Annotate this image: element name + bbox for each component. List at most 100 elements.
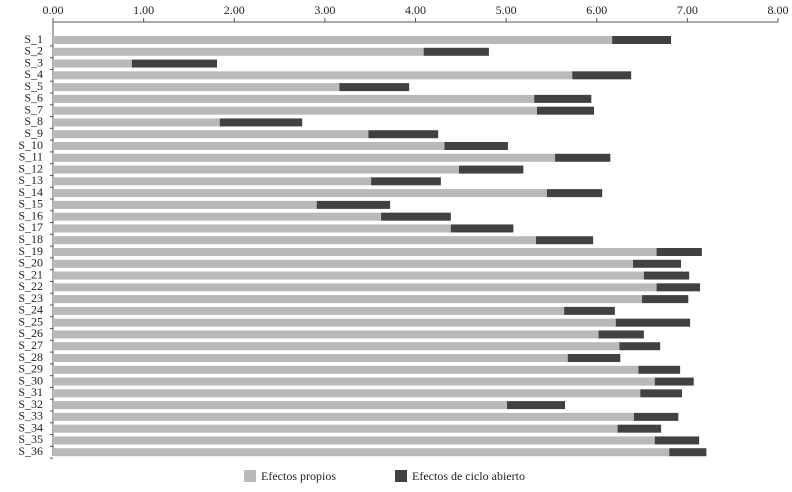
y-tick-label: S_17 — [18, 220, 43, 234]
y-tick-label: S_18 — [18, 232, 43, 246]
bar — [444, 142, 508, 150]
bar — [53, 389, 641, 398]
y-tick-label: S_20 — [18, 256, 43, 270]
x-tick-label: 8.00 — [768, 3, 789, 17]
bar — [53, 189, 547, 198]
y-tick-label: S_25 — [18, 314, 43, 328]
y-tick-label: S_16 — [18, 208, 43, 222]
x-tick-label: 0.00 — [43, 3, 64, 17]
bar — [615, 318, 691, 327]
bar — [638, 365, 681, 374]
bar — [53, 248, 657, 256]
bar — [459, 165, 524, 174]
bar — [53, 259, 633, 268]
bar — [53, 165, 459, 174]
y-tick-label: S_9 — [24, 126, 43, 140]
x-tick-label: 5.00 — [496, 3, 517, 17]
y-tick-label: S_11 — [19, 150, 43, 164]
bar — [53, 130, 369, 139]
y-tick-label: S_36 — [18, 444, 43, 458]
bar — [381, 212, 451, 221]
y-tick-label: S_4 — [24, 67, 43, 81]
x-tick-label: 7.00 — [677, 3, 698, 17]
y-tick-label: S_10 — [18, 138, 43, 152]
bar — [53, 436, 655, 445]
y-tick-label: S_23 — [18, 291, 43, 305]
bar — [53, 412, 634, 421]
bar — [546, 189, 603, 198]
legend-swatch — [244, 470, 256, 482]
bar — [53, 330, 599, 339]
legend-label: Efectos de ciclo abierto — [412, 469, 525, 483]
y-tick-label: S_22 — [18, 279, 43, 293]
bar — [536, 106, 595, 115]
bar — [564, 306, 615, 315]
bar — [619, 342, 661, 351]
bar — [53, 118, 220, 127]
bar — [643, 271, 690, 280]
y-tick-label: S_1 — [24, 32, 43, 46]
bar — [316, 200, 391, 209]
bar — [53, 177, 372, 186]
legend-swatch — [395, 470, 407, 482]
bar — [53, 448, 670, 457]
bar — [53, 224, 451, 233]
bar — [53, 424, 618, 433]
bar — [53, 295, 643, 304]
bar — [53, 83, 340, 92]
bar — [339, 83, 410, 92]
bar — [656, 283, 701, 292]
bar — [53, 365, 639, 374]
x-tick-label: 2.00 — [224, 3, 245, 17]
y-tick-label: S_27 — [18, 338, 43, 352]
y-tick-label: S_33 — [18, 409, 43, 423]
bar — [53, 271, 644, 280]
bar — [423, 47, 489, 56]
legend-label: Efectos propios — [261, 469, 336, 483]
bar — [219, 118, 303, 127]
bar — [53, 71, 573, 80]
y-tick-label: S_26 — [18, 326, 43, 340]
bar — [654, 436, 700, 445]
bar — [507, 401, 566, 410]
y-tick-label: S_32 — [18, 397, 43, 411]
x-tick-label: 4.00 — [405, 3, 426, 17]
bar — [640, 389, 682, 398]
bar — [450, 224, 514, 233]
bar — [669, 448, 707, 457]
bar — [53, 106, 537, 115]
y-tick-label: S_19 — [18, 244, 43, 258]
y-tick-label: S_6 — [24, 91, 43, 105]
bar — [53, 36, 613, 44]
bar — [53, 59, 132, 68]
bar — [53, 306, 565, 315]
bar — [53, 47, 424, 56]
bar — [536, 236, 594, 245]
bar — [656, 248, 702, 256]
bar — [131, 59, 218, 68]
bar — [598, 330, 644, 339]
bar — [53, 318, 616, 327]
bar — [53, 377, 655, 386]
y-tick-label: S_21 — [18, 267, 43, 281]
bar — [53, 153, 556, 162]
bar — [53, 212, 382, 221]
bar — [53, 401, 508, 410]
bar — [53, 236, 537, 245]
x-tick-label: 6.00 — [586, 3, 607, 17]
bar — [53, 94, 535, 103]
bar — [371, 177, 441, 186]
bar — [368, 130, 439, 139]
y-tick-label: S_3 — [24, 55, 43, 69]
bar — [572, 71, 632, 80]
bar — [53, 142, 445, 150]
bar — [633, 259, 682, 268]
bar — [555, 153, 611, 162]
bar — [53, 354, 568, 362]
y-tick-label: S_31 — [18, 385, 43, 399]
y-tick-label: S_13 — [18, 173, 43, 187]
y-tick-label: S_24 — [18, 303, 43, 317]
y-tick-label: S_12 — [18, 161, 43, 175]
y-tick-label: S_8 — [24, 114, 43, 128]
